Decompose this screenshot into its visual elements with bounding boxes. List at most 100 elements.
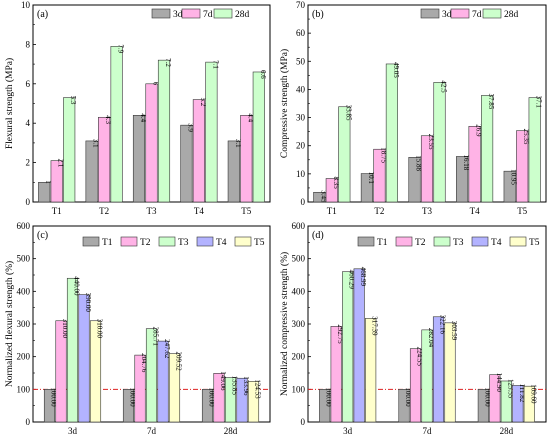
- y-tick-label: 10: [21, 0, 31, 10]
- bar-3d-T4: [180, 124, 193, 203]
- legend-swatch-T5: [234, 236, 252, 247]
- data-label: 111.82: [518, 383, 526, 402]
- y-tick-label: 10: [296, 169, 306, 179]
- bar-T4-3d: [78, 294, 90, 423]
- data-label: 209.52: [175, 352, 183, 372]
- y-tick-label: 8: [26, 39, 31, 49]
- y-tick-label: 40: [296, 84, 306, 94]
- data-label: 204.76: [140, 353, 148, 373]
- x-tick-label: 28d: [500, 426, 514, 436]
- x-tick-label: 3d: [68, 426, 78, 436]
- legend-label: T2: [140, 238, 151, 248]
- legend-swatch-T5: [509, 236, 527, 247]
- y-tick-label: 0: [301, 417, 306, 427]
- data-label: 109.60: [529, 384, 537, 404]
- data-label: 440.00: [73, 276, 81, 296]
- y-tick-label: 50: [296, 56, 306, 66]
- data-label: 100.00: [404, 387, 412, 407]
- panel-label: (c): [37, 230, 48, 241]
- y-axis-label: Normalized compressive strength (%): [279, 252, 290, 396]
- y-tick-label: 200: [17, 352, 31, 362]
- data-label: 8.35: [332, 177, 340, 190]
- bar-T1-3d: [43, 389, 56, 423]
- data-label: 100.00: [129, 387, 137, 407]
- data-label: 5.2: [199, 98, 207, 107]
- bar-3d-T5: [227, 140, 240, 203]
- x-tick-label: T2: [374, 206, 384, 216]
- legend-label: T4: [216, 238, 227, 248]
- bar-T2-28d: [213, 373, 225, 423]
- x-tick-label: 28d: [224, 426, 238, 436]
- bar-28d-T5: [252, 71, 265, 203]
- data-label: 37.1: [535, 96, 543, 109]
- legend-swatch-3d: [151, 8, 171, 19]
- legend-swatch-T1: [82, 236, 100, 247]
- bar-T4-3d: [353, 268, 365, 423]
- y-tick-label: 70: [296, 0, 306, 10]
- legend-label: T3: [178, 238, 189, 248]
- data-label: 42.5: [440, 80, 448, 93]
- bar-T1-28d: [477, 389, 489, 423]
- legend-label: T3: [453, 238, 464, 248]
- panel-label: (d): [312, 230, 324, 241]
- legend-swatch-T4: [471, 236, 489, 247]
- legend-swatch-T2: [395, 236, 413, 247]
- bar-T3-3d: [342, 271, 354, 423]
- bar-3d-T2: [360, 173, 373, 203]
- x-tick-label: 3d: [343, 426, 353, 436]
- legend-label: T5: [254, 238, 265, 248]
- data-label: 3.9: [186, 123, 194, 132]
- legend-label: T1: [377, 238, 388, 248]
- legend-swatch-7d: [450, 8, 470, 19]
- bar-28d-T3: [157, 59, 171, 203]
- data-label: 49.05: [392, 62, 400, 78]
- legend-swatch-3d: [420, 8, 440, 19]
- legend-label: T4: [491, 238, 502, 248]
- data-label: 33.85: [344, 105, 352, 121]
- bar-7d-T2: [373, 148, 386, 203]
- bar-7d-T1: [325, 178, 338, 203]
- bar-T3-28d: [500, 380, 512, 423]
- bar-T5-3d: [365, 318, 377, 423]
- legend-label: 28d: [504, 10, 519, 20]
- bar-T2-28d: [489, 374, 501, 423]
- y-tick-label: 400: [292, 286, 306, 296]
- legend-swatch-28d: [482, 8, 502, 19]
- bar-28d-T2: [385, 63, 398, 203]
- data-label: 6.6: [259, 70, 267, 79]
- bar-T3-7d: [421, 329, 433, 423]
- data-label: 124.53: [254, 379, 262, 399]
- data-label: 144.90: [495, 373, 503, 393]
- chart-panel-3: 0 100 200 300 400 500 600 Normalized flexural s…: [4, 221, 271, 436]
- data-label: 7.9: [117, 44, 125, 53]
- data-label: 15.88: [415, 155, 423, 171]
- legend-swatch-T1: [357, 236, 375, 247]
- data-label: 100.00: [325, 387, 333, 407]
- bar-T4-28d: [512, 385, 524, 423]
- y-axis-label: Normalized flexural strength (%): [4, 261, 15, 387]
- legend-label: T5: [529, 238, 540, 248]
- data-label: 322.16: [439, 315, 447, 335]
- y-tick-label: 20: [296, 141, 306, 151]
- data-label: 4.4: [139, 113, 147, 122]
- y-tick-label: 60: [296, 28, 306, 38]
- data-label: 224.55: [416, 347, 424, 367]
- chart-panel-2: 0 10 20 30 40 50 60 70 Compressive strength (MPa…: [279, 0, 547, 216]
- bar-7d-T4: [192, 99, 205, 203]
- data-label: 10.95: [510, 169, 518, 185]
- x-tick-label: T4: [470, 206, 480, 216]
- data-label: 133.96: [242, 376, 250, 396]
- data-label: 303.59: [450, 321, 458, 341]
- bar-28d-T3: [433, 82, 446, 203]
- data-label: 7.2: [164, 58, 172, 67]
- x-tick-label: 7d: [147, 426, 157, 436]
- panel-label: (b): [312, 9, 324, 20]
- x-tick-label: 7d: [423, 426, 433, 436]
- bar-7d-T5: [240, 115, 253, 203]
- data-label: 125.55: [506, 379, 514, 399]
- chart-panel-4: 0 100 200 300 400 500 600 Normalized compressiv…: [279, 221, 547, 436]
- data-label: 10.1: [367, 172, 375, 185]
- legend-label: T1: [102, 238, 113, 248]
- bar-28d-T4: [205, 61, 218, 203]
